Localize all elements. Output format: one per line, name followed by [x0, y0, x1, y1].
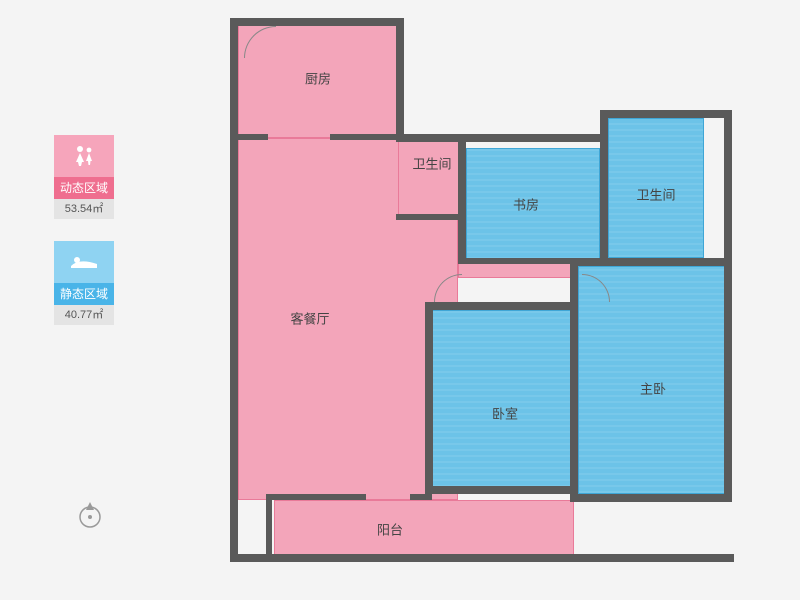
- wall-19: [230, 134, 268, 140]
- room-label-living: 客餐厅: [290, 309, 329, 328]
- legend-dynamic-icon: [54, 135, 114, 177]
- wall-10: [570, 258, 578, 500]
- room-bedroom2: [432, 310, 578, 488]
- legend-static-value: 40.77㎡: [54, 305, 114, 325]
- wall-16: [425, 302, 433, 494]
- room-label-study: 书房: [513, 195, 539, 214]
- room-label-master: 主卧: [640, 379, 666, 398]
- legend-static-label: 静态区域: [54, 283, 114, 305]
- wall-0: [230, 18, 238, 506]
- wall-22: [410, 494, 432, 500]
- wall-14: [458, 258, 576, 264]
- wall-17: [425, 486, 575, 494]
- legend-static-icon: [54, 241, 114, 283]
- wall-5: [600, 110, 732, 118]
- people-icon: [70, 144, 98, 168]
- wall-8: [230, 554, 734, 562]
- room-label-bath2: 卫生间: [636, 185, 675, 204]
- legend-static: 静态区域 40.77㎡: [54, 241, 114, 325]
- wall-15: [425, 302, 575, 310]
- wall-23: [266, 494, 272, 560]
- wall-18: [396, 214, 466, 220]
- wall-9: [570, 494, 732, 502]
- wall-11: [570, 258, 730, 266]
- room-label-bath1: 卫生间: [412, 154, 451, 173]
- wall-1: [230, 18, 404, 26]
- room-label-bedroom2: 卧室: [492, 404, 518, 423]
- room-label-kitchen: 厨房: [305, 69, 331, 88]
- room-balcony: [274, 500, 574, 558]
- wall-13: [458, 134, 466, 264]
- legend-dynamic: 动态区域 53.54㎡: [54, 135, 114, 219]
- legend-dynamic-label: 动态区域: [54, 177, 114, 199]
- floorplan: 厨房客餐厅 卫生间阳台 书房 卫生间卧室 主卧: [200, 18, 740, 578]
- room-label-balcony: 阳台: [377, 520, 403, 539]
- compass-icon: [75, 500, 105, 530]
- wall-2: [396, 18, 404, 142]
- sleep-icon: [69, 252, 99, 272]
- wall-21: [266, 494, 366, 500]
- legend-panel: 动态区域 53.54㎡ 静态区域 40.77㎡: [54, 135, 126, 347]
- wall-3: [396, 134, 608, 142]
- wall-6: [724, 110, 732, 500]
- wall-7: [230, 498, 238, 562]
- legend-dynamic-value: 53.54㎡: [54, 199, 114, 219]
- room-bath1: [398, 138, 466, 218]
- wall-20: [330, 134, 402, 140]
- wall-12: [600, 134, 608, 264]
